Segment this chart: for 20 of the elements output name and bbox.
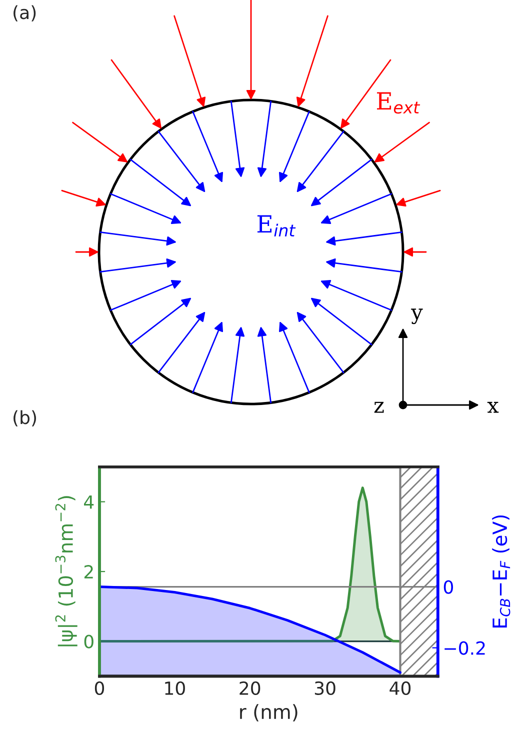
y-tick-label: 0 (84, 634, 94, 648)
y2-tick-label: 0 (444, 580, 453, 594)
text: E$_{ext}$ (376, 92, 420, 114)
y2-axis-title: E$_{CB}$−E$_{F}$ (eV) (492, 515, 510, 628)
text: E$_{int}$ (257, 215, 296, 236)
text: x (487, 402, 499, 413)
y-axis-title: |ψ|$^{2}$ (10$^{−3}$nm$^{−2}$) (55, 496, 78, 646)
x-axis-title: r (nm) (240, 704, 298, 722)
y2-tick-label: −0.2 (444, 641, 485, 655)
x-tick-label: 30 (314, 681, 336, 696)
x-tick-label: 0 (94, 681, 104, 696)
chart-title: (b) (14, 410, 36, 426)
text: z (374, 402, 384, 413)
text: y (411, 308, 423, 324)
y-tick-label: 4 (84, 495, 94, 509)
text: (a) (14, 5, 36, 22)
x-tick-label: 10 (165, 681, 185, 696)
x-tick-label: 20 (240, 681, 260, 696)
x-tick-label: 40 (390, 681, 411, 696)
y-tick-label: 2 (84, 564, 93, 578)
